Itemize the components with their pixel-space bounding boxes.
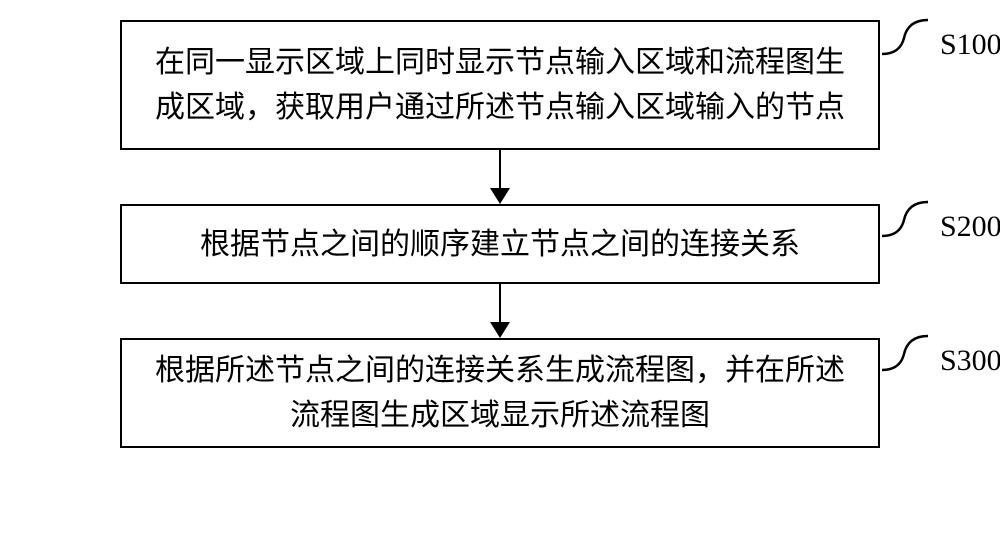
arrow-line-2 — [499, 284, 502, 322]
bracket-s300 — [880, 332, 930, 374]
step-text-s300: 根据所述节点之间的连接关系生成流程图，并在所述流程图生成区域显示所述流程图 — [142, 348, 858, 438]
step-wrap-3: 根据所述节点之间的连接关系生成流程图，并在所述流程图生成区域显示所述流程图 S3… — [120, 338, 880, 448]
step-label-s100: S100 — [940, 28, 1000, 62]
step-box-s300: 根据所述节点之间的连接关系生成流程图，并在所述流程图生成区域显示所述流程图 — [120, 338, 880, 448]
step-wrap-2: 根据节点之间的顺序建立节点之间的连接关系 S200 — [120, 204, 880, 284]
bracket-s100 — [880, 16, 930, 58]
step-label-s200: S200 — [940, 210, 1000, 244]
step-box-s200: 根据节点之间的顺序建立节点之间的连接关系 — [120, 204, 880, 284]
arrow-2 — [490, 284, 510, 338]
arrow-1 — [490, 150, 510, 204]
bracket-s200 — [880, 198, 930, 240]
flowchart-container: 在同一显示区域上同时显示节点输入区域和流程图生成区域，获取用户通过所述节点输入区… — [120, 20, 880, 448]
arrow-head-1 — [490, 188, 510, 204]
step-box-s100: 在同一显示区域上同时显示节点输入区域和流程图生成区域，获取用户通过所述节点输入区… — [120, 20, 880, 150]
step-wrap-1: 在同一显示区域上同时显示节点输入区域和流程图生成区域，获取用户通过所述节点输入区… — [120, 20, 880, 150]
step-text-s100: 在同一显示区域上同时显示节点输入区域和流程图生成区域，获取用户通过所述节点输入区… — [142, 40, 858, 130]
step-text-s200: 根据节点之间的顺序建立节点之间的连接关系 — [200, 222, 800, 267]
arrow-head-2 — [490, 322, 510, 338]
step-label-s300: S300 — [940, 344, 1000, 378]
arrow-line-1 — [499, 150, 502, 188]
